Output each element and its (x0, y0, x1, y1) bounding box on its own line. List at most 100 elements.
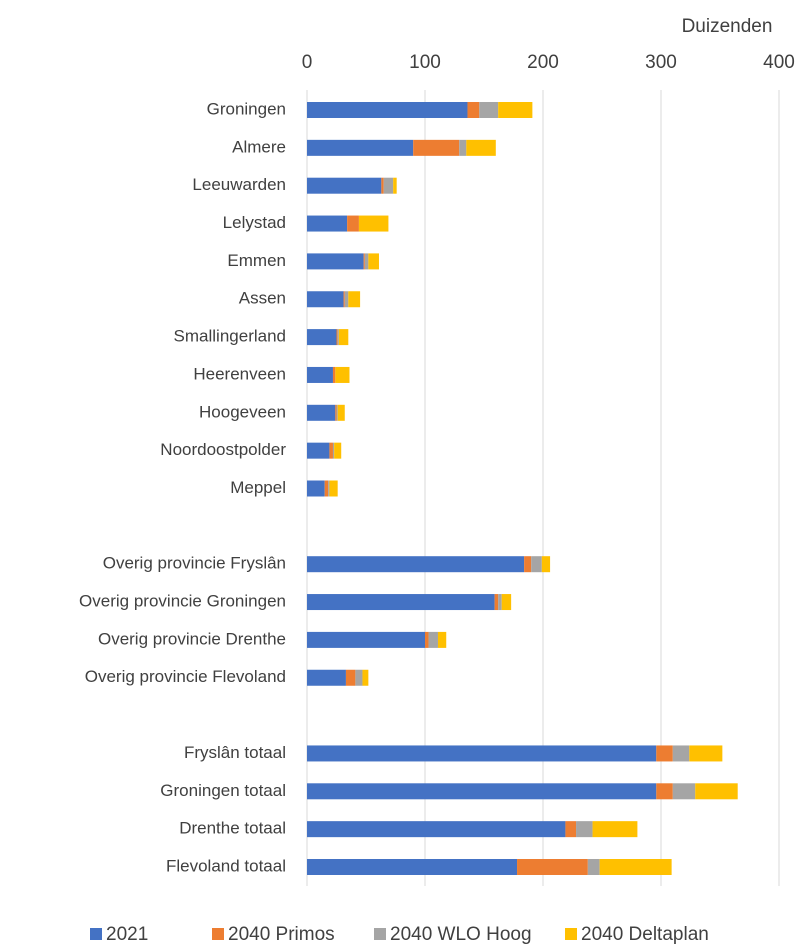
bar-segment (343, 291, 345, 308)
bar-segment (307, 404, 336, 421)
bar-segment (459, 139, 467, 156)
bar-segment (329, 442, 333, 459)
x-tick-label: 400 (763, 52, 795, 73)
bar-segment (576, 821, 593, 838)
bar-segment (672, 745, 690, 762)
y-tick-label: Groningen totaal (160, 781, 286, 800)
bar-segment (307, 253, 364, 270)
y-tick-label: Leeuwarden (192, 175, 286, 194)
y-tick-label: Hoogeveen (199, 402, 286, 421)
bar-segment (565, 821, 577, 838)
bar-segment (332, 442, 335, 459)
bar-segment (599, 859, 672, 875)
bar-segment (494, 594, 499, 611)
bar-segment (307, 631, 425, 648)
bar-segment (307, 291, 344, 308)
bar-segment (517, 859, 588, 875)
bar-segment (336, 329, 338, 346)
bar-segment (307, 745, 657, 762)
legend-swatch (374, 928, 386, 940)
y-tick-label: Almere (232, 137, 286, 156)
bar-segment (381, 177, 384, 194)
x-tick-label: 100 (409, 52, 441, 73)
y-tick-label: Flevoland totaal (166, 856, 286, 875)
bar-segment (672, 783, 696, 800)
bar-segment (307, 366, 333, 383)
bar-segment (307, 177, 382, 194)
y-tick-label: Noordoostpolder (160, 440, 286, 459)
bar-segment (307, 669, 346, 686)
legend-label: 2021 (106, 924, 148, 945)
bar-segment (689, 745, 723, 762)
bar-segment (329, 480, 338, 497)
bar-segment (337, 404, 345, 421)
bar-segment (383, 177, 394, 194)
bar-segment (307, 859, 518, 875)
y-tick-label: Assen (239, 289, 286, 308)
y-tick-label: Heerenveen (193, 364, 286, 383)
y-tick-label: Meppel (230, 478, 286, 497)
bar-segment (587, 859, 600, 875)
bar-segment (467, 102, 480, 118)
x-tick-label: 0 (302, 52, 313, 73)
legend-swatch (90, 928, 102, 940)
y-tick-label: Emmen (227, 251, 286, 270)
bar-segment (345, 669, 356, 686)
bar-segment (425, 631, 429, 648)
x-tick-label: 200 (527, 52, 559, 73)
x-tick-label: 300 (645, 52, 677, 73)
bar-segment (307, 139, 414, 156)
y-tick-label: Lelystad (223, 213, 286, 232)
bar-segment (393, 177, 397, 194)
bar-segment (364, 253, 369, 270)
bar-segment (656, 745, 673, 762)
bar-segment (479, 102, 499, 118)
legend-label: 2040 Deltaplan (581, 924, 709, 945)
y-tick-label: Groningen (207, 99, 286, 118)
axis-label: Duizenden (682, 16, 773, 37)
bar-segment (307, 442, 330, 459)
y-tick-label: Overig provincie Groningen (79, 592, 286, 611)
bar-segment (337, 329, 339, 346)
bar-segment (541, 556, 551, 573)
bar-segment (332, 366, 336, 383)
bar-segment (358, 215, 389, 232)
y-tick-label: Overig provincie Flevoland (85, 667, 286, 686)
bar-segment (428, 631, 438, 648)
bar-segment (347, 215, 359, 232)
y-tick-label: Overig provincie Fryslân (103, 554, 286, 573)
bar-segment (338, 329, 349, 346)
bar-segment (355, 669, 363, 686)
bar-segment (307, 102, 468, 118)
bar-segment (466, 139, 496, 156)
bar-segment (592, 821, 638, 838)
legend-swatch (565, 928, 577, 940)
bar-segment (328, 480, 330, 497)
y-tick-label: Fryslân totaal (184, 743, 286, 762)
bar-segment (324, 480, 329, 497)
bar-segment (336, 404, 338, 421)
bar-segment (307, 594, 495, 611)
bar-segment (344, 291, 349, 308)
bar-segment (363, 253, 365, 270)
y-tick-label: Drenthe totaal (179, 819, 286, 838)
bar-segment (307, 480, 325, 497)
bar-segment (498, 594, 502, 611)
bar-segment (501, 594, 512, 611)
bar-segment (307, 215, 348, 232)
bar-segment (362, 669, 369, 686)
bar-segment (334, 442, 342, 459)
bar-segment (524, 556, 532, 573)
legend-label: 2040 Primos (228, 924, 335, 945)
bar-segment (307, 821, 566, 838)
y-tick-label: Overig provincie Drenthe (98, 629, 286, 648)
bar-segment (656, 783, 673, 800)
bar-segment (695, 783, 738, 800)
bar-segment (307, 556, 525, 573)
bar-segment (437, 631, 447, 648)
bar-segment (368, 253, 379, 270)
legend-swatch (212, 928, 224, 940)
bar-segment (307, 783, 657, 800)
legend-label: 2040 WLO Hoog (390, 924, 532, 945)
